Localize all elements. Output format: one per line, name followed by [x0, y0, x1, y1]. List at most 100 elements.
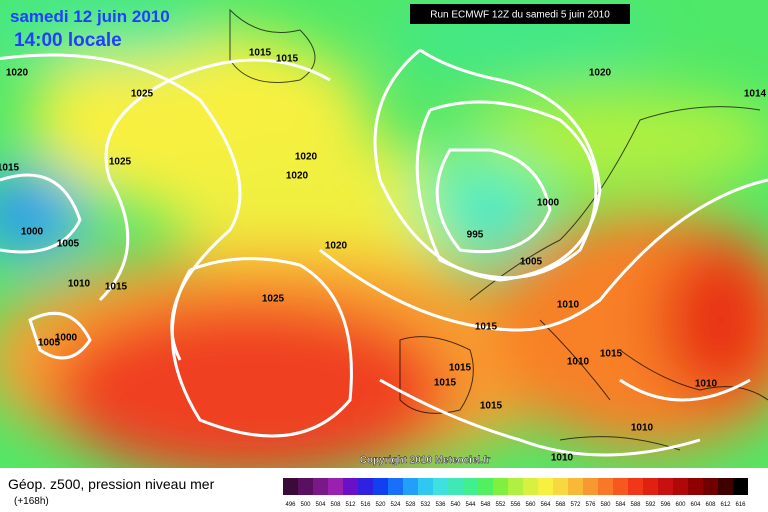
legend-swatch — [343, 478, 358, 495]
legend-value: 612 — [720, 502, 731, 508]
legend-value: 496 — [285, 502, 296, 508]
legend-swatch — [493, 478, 508, 495]
legend-swatch — [523, 478, 538, 495]
legend-swatch — [733, 478, 748, 495]
legend-swatch — [643, 478, 658, 495]
isobar-label: 1015 — [0, 163, 20, 174]
legend-swatch — [373, 478, 388, 495]
legend-value: 524 — [390, 502, 401, 508]
legend-value: 560 — [525, 502, 536, 508]
lead-time: (+168h) — [14, 496, 49, 507]
legend-swatch — [313, 478, 328, 495]
legend-swatch — [478, 478, 493, 495]
legend-value: 592 — [645, 502, 656, 508]
run-label: Run ECMWF 12Z du samedi 5 juin 2010 — [430, 10, 610, 21]
isobar-labels: 1015 1015 1020 1025 1020 1014 1015 1025 1020 1020… — [0, 48, 767, 464]
legend-swatch — [718, 478, 733, 495]
legend-swatch — [628, 478, 643, 495]
legend-value: 616 — [735, 502, 746, 508]
isobar-label: 1020 — [295, 152, 318, 163]
isobar-label: 1014 — [744, 89, 767, 100]
legend-swatch — [403, 478, 418, 495]
legend-swatch — [388, 478, 403, 495]
color-legend: 496 500 504 508 512 516 520 524 528 532 536 540 544 5… — [283, 478, 748, 508]
isobar-label: 1025 — [131, 89, 154, 100]
legend-swatch — [538, 478, 553, 495]
isobar-label: 1005 — [57, 239, 80, 250]
isobar-label: 1010 — [557, 300, 580, 311]
legend-value: 600 — [675, 502, 686, 508]
legend-swatch — [568, 478, 583, 495]
isobar-label: 1025 — [262, 294, 285, 305]
legend-swatch — [658, 478, 673, 495]
legend-value: 552 — [495, 502, 506, 508]
legend-swatch — [703, 478, 718, 495]
legend-value: 576 — [585, 502, 596, 508]
isobar-label: 1000 — [55, 333, 78, 344]
legend-value: 520 — [375, 502, 386, 508]
isobar-label: 1020 — [589, 68, 612, 79]
isobar-label: 1020 — [6, 68, 29, 79]
legend-value: 536 — [435, 502, 446, 508]
isobar-label: 1025 — [109, 157, 132, 168]
isobar-label: 1015 — [276, 54, 299, 65]
isobar-label: 1000 — [21, 227, 44, 238]
isobar-label: 995 — [467, 230, 484, 241]
legend-value: 508 — [330, 502, 341, 508]
legend-value: 516 — [360, 502, 371, 508]
legend-value: 568 — [555, 502, 566, 508]
legend-swatch — [328, 478, 343, 495]
legend-value: 580 — [600, 502, 611, 508]
legend-swatch — [613, 478, 628, 495]
isobar-label: 1015 — [434, 378, 457, 389]
isobar-label: 1010 — [631, 423, 654, 434]
legend-value: 544 — [465, 502, 476, 508]
legend-value: 504 — [315, 502, 326, 508]
legend-value: 528 — [405, 502, 416, 508]
legend-swatch — [418, 478, 433, 495]
legend-swatch — [673, 478, 688, 495]
legend-swatch — [598, 478, 613, 495]
legend-title: Géop. z500, pression niveau mer — [8, 476, 215, 492]
isobar-label: 1015 — [475, 322, 498, 333]
legend-swatch — [553, 478, 568, 495]
isobar-label: 1015 — [480, 401, 503, 412]
isobar-label: 1015 — [249, 48, 272, 59]
legend-swatch — [358, 478, 373, 495]
legend-value: 556 — [510, 502, 521, 508]
legend-swatch — [433, 478, 448, 495]
isobar-label: 1010 — [695, 379, 718, 390]
isobar-label: 1015 — [105, 282, 128, 293]
legend-value: 564 — [540, 502, 551, 508]
isobar-label: 1000 — [537, 198, 560, 209]
legend-value: 608 — [705, 502, 716, 508]
legend-swatch — [283, 478, 298, 495]
legend-swatch — [448, 478, 463, 495]
legend-value: 604 — [690, 502, 701, 508]
isobar-label: 1005 — [38, 338, 61, 349]
copyright: Copyright 2010 Meteociel.fr — [360, 455, 491, 466]
legend-swatch — [463, 478, 478, 495]
map-field: 1015 1015 1020 1025 1020 1014 1015 1025 1020 1020… — [0, 0, 768, 468]
isobar-label: 1020 — [286, 171, 309, 182]
legend-swatch — [508, 478, 523, 495]
legend-value: 532 — [420, 502, 431, 508]
isobar-label: 1020 — [325, 241, 348, 252]
isobar-label: 1015 — [600, 349, 623, 360]
legend-value: 512 — [345, 502, 356, 508]
isobar-label: 1010 — [68, 279, 91, 290]
legend-value: 572 — [570, 502, 581, 508]
legend-value: 500 — [300, 502, 311, 508]
isobar-label: 1005 — [520, 257, 543, 268]
legend-value: 548 — [480, 502, 491, 508]
legend-swatch — [583, 478, 598, 495]
isobar-label: 1015 — [449, 363, 472, 374]
time-label: 14:00 locale — [14, 30, 122, 51]
legend-value: 596 — [660, 502, 671, 508]
legend-value: 588 — [630, 502, 641, 508]
legend-swatch — [298, 478, 313, 495]
isobar-label: 1010 — [567, 357, 590, 368]
date-label: samedi 12 juin 2010 — [10, 7, 170, 26]
isobar-label: 1010 — [551, 453, 574, 464]
